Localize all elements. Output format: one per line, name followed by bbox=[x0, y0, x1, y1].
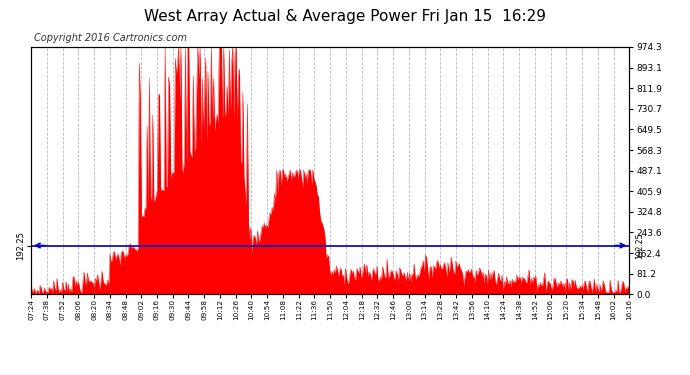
Text: 192.25: 192.25 bbox=[635, 232, 644, 259]
Text: Average  (DC Watts): Average (DC Watts) bbox=[431, 29, 525, 38]
Text: Copyright 2016 Cartronics.com: Copyright 2016 Cartronics.com bbox=[34, 33, 188, 43]
Text: West Array Actual & Average Power Fri Jan 15  16:29: West Array Actual & Average Power Fri Ja… bbox=[144, 9, 546, 24]
Text: West Array  (DC Watts): West Array (DC Watts) bbox=[533, 29, 643, 38]
